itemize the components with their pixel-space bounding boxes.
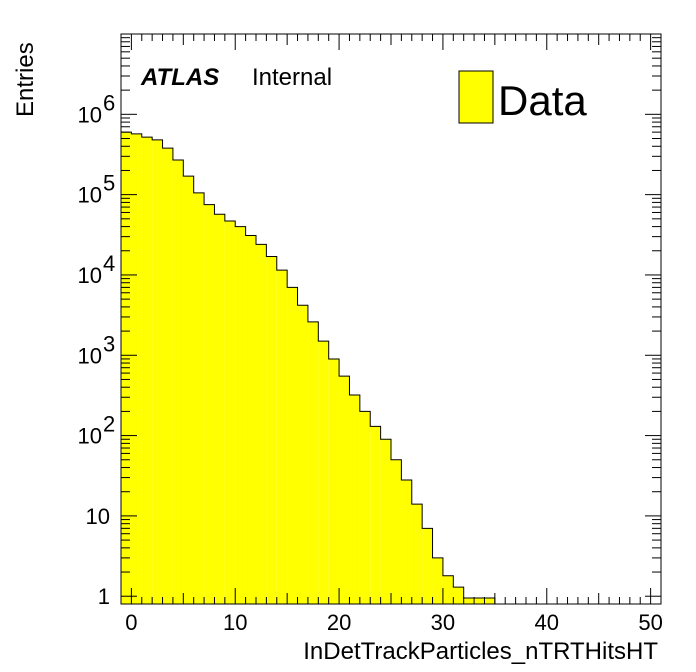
- x-tick-label: 40: [535, 610, 559, 635]
- histogram-bar: [432, 557, 443, 604]
- histogram-bar: [463, 598, 475, 604]
- y-tick-label-exponent: 3: [103, 331, 115, 356]
- histogram-bar: [266, 256, 277, 604]
- histogram-bar: [339, 376, 350, 604]
- y-tick-label: 10: [78, 424, 102, 449]
- atlas-label: ATLAS Internal: [140, 64, 332, 91]
- histogram-bar: [474, 598, 485, 604]
- y-tick-label: 10: [86, 504, 110, 529]
- y-tick-label-exponent: 6: [103, 90, 115, 115]
- y-tick-label: 10: [78, 183, 102, 208]
- histogram-bar: [401, 479, 412, 604]
- histogram-bar: [131, 133, 142, 604]
- histogram-bar: [193, 192, 205, 604]
- histogram-bar: [411, 504, 423, 604]
- histogram-bar: [224, 220, 236, 604]
- x-tick-label: 20: [327, 610, 351, 635]
- histogram-bar: [276, 270, 288, 604]
- y-axis-title: Entries: [12, 42, 39, 117]
- y-tick-label: 10: [78, 102, 102, 127]
- histogram-bar: [245, 235, 256, 604]
- x-tick-label: 10: [223, 610, 247, 635]
- x-tick-label: 0: [125, 610, 137, 635]
- histogram-bar: [484, 598, 495, 604]
- histogram-bar: [214, 214, 225, 604]
- histogram-bar: [307, 321, 319, 604]
- y-tick-label: 10: [78, 343, 102, 368]
- histogram-bar: [162, 148, 173, 604]
- histogram-bar: [152, 139, 163, 604]
- y-tick-label: 10: [78, 263, 102, 288]
- legend-label: Data: [498, 77, 587, 124]
- histogram-bar: [141, 137, 153, 605]
- y-tick-label-exponent: 5: [103, 171, 115, 196]
- y-tick-label-exponent: 4: [103, 251, 115, 276]
- atlas-label-internal: Internal: [252, 64, 332, 91]
- histogram-bar: [318, 341, 329, 604]
- histogram-outline: [120, 131, 496, 604]
- histogram-bar: [235, 226, 246, 605]
- histogram-bar: [172, 159, 184, 604]
- x-axis-title: InDetTrackParticles_nTRTHitsHT: [303, 638, 658, 665]
- histogram-bar: [256, 244, 267, 604]
- y-tick-label-exponent: 2: [103, 412, 115, 437]
- histogram-bar: [287, 287, 298, 604]
- x-tick-labels: 0 10 20 30 40 50: [125, 610, 663, 635]
- axis-ticks: [121, 34, 661, 604]
- histogram-bar: [349, 395, 360, 604]
- histogram-bar: [442, 575, 454, 604]
- atlas-label-bold: ATLAS: [140, 64, 219, 91]
- histogram-bar: [183, 176, 194, 605]
- histogram-bar: [453, 587, 464, 604]
- histogram-bar: [297, 305, 308, 604]
- histogram-bar: [391, 459, 402, 604]
- legend: Data: [458, 70, 587, 124]
- x-tick-label: 50: [638, 610, 662, 635]
- x-tick-label: 30: [431, 610, 455, 635]
- histogram-bar: [328, 358, 340, 604]
- histogram-layer: [120, 131, 496, 605]
- histogram-bar: [370, 426, 381, 604]
- histogram-bar: [422, 528, 433, 604]
- y-tick-label: 1: [98, 584, 110, 609]
- histogram-bar: [204, 204, 215, 604]
- histogram-bar: [380, 439, 391, 604]
- histogram-bar: [359, 411, 371, 604]
- legend-swatch: [458, 70, 494, 124]
